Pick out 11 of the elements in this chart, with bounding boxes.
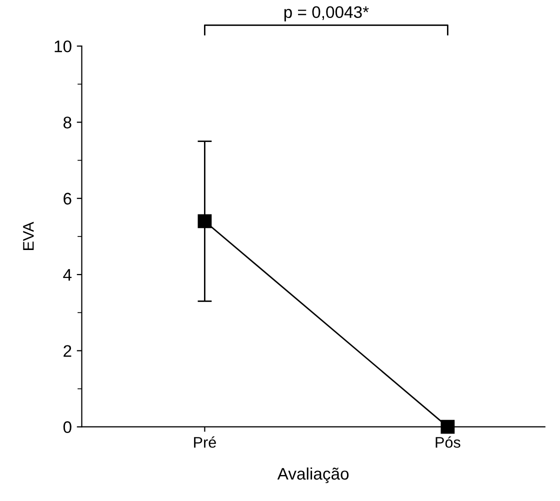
y-tick-label: 4: [63, 269, 72, 281]
x-axis-title: Avaliação: [277, 467, 349, 484]
y-tick-label: 0: [63, 421, 72, 434]
x-tick-label: Pré: [194, 436, 216, 448]
text: p = 0,0043*: [284, 6, 369, 22]
y-axis-title: EVA: [23, 222, 34, 250]
y-tick-label: 6: [64, 192, 72, 205]
y-tick-label: 2: [64, 345, 72, 357]
x-tick-label: Pós: [436, 436, 460, 448]
y-tick-label: 10: [54, 40, 72, 52]
y-tick-label: 8: [63, 116, 72, 128]
